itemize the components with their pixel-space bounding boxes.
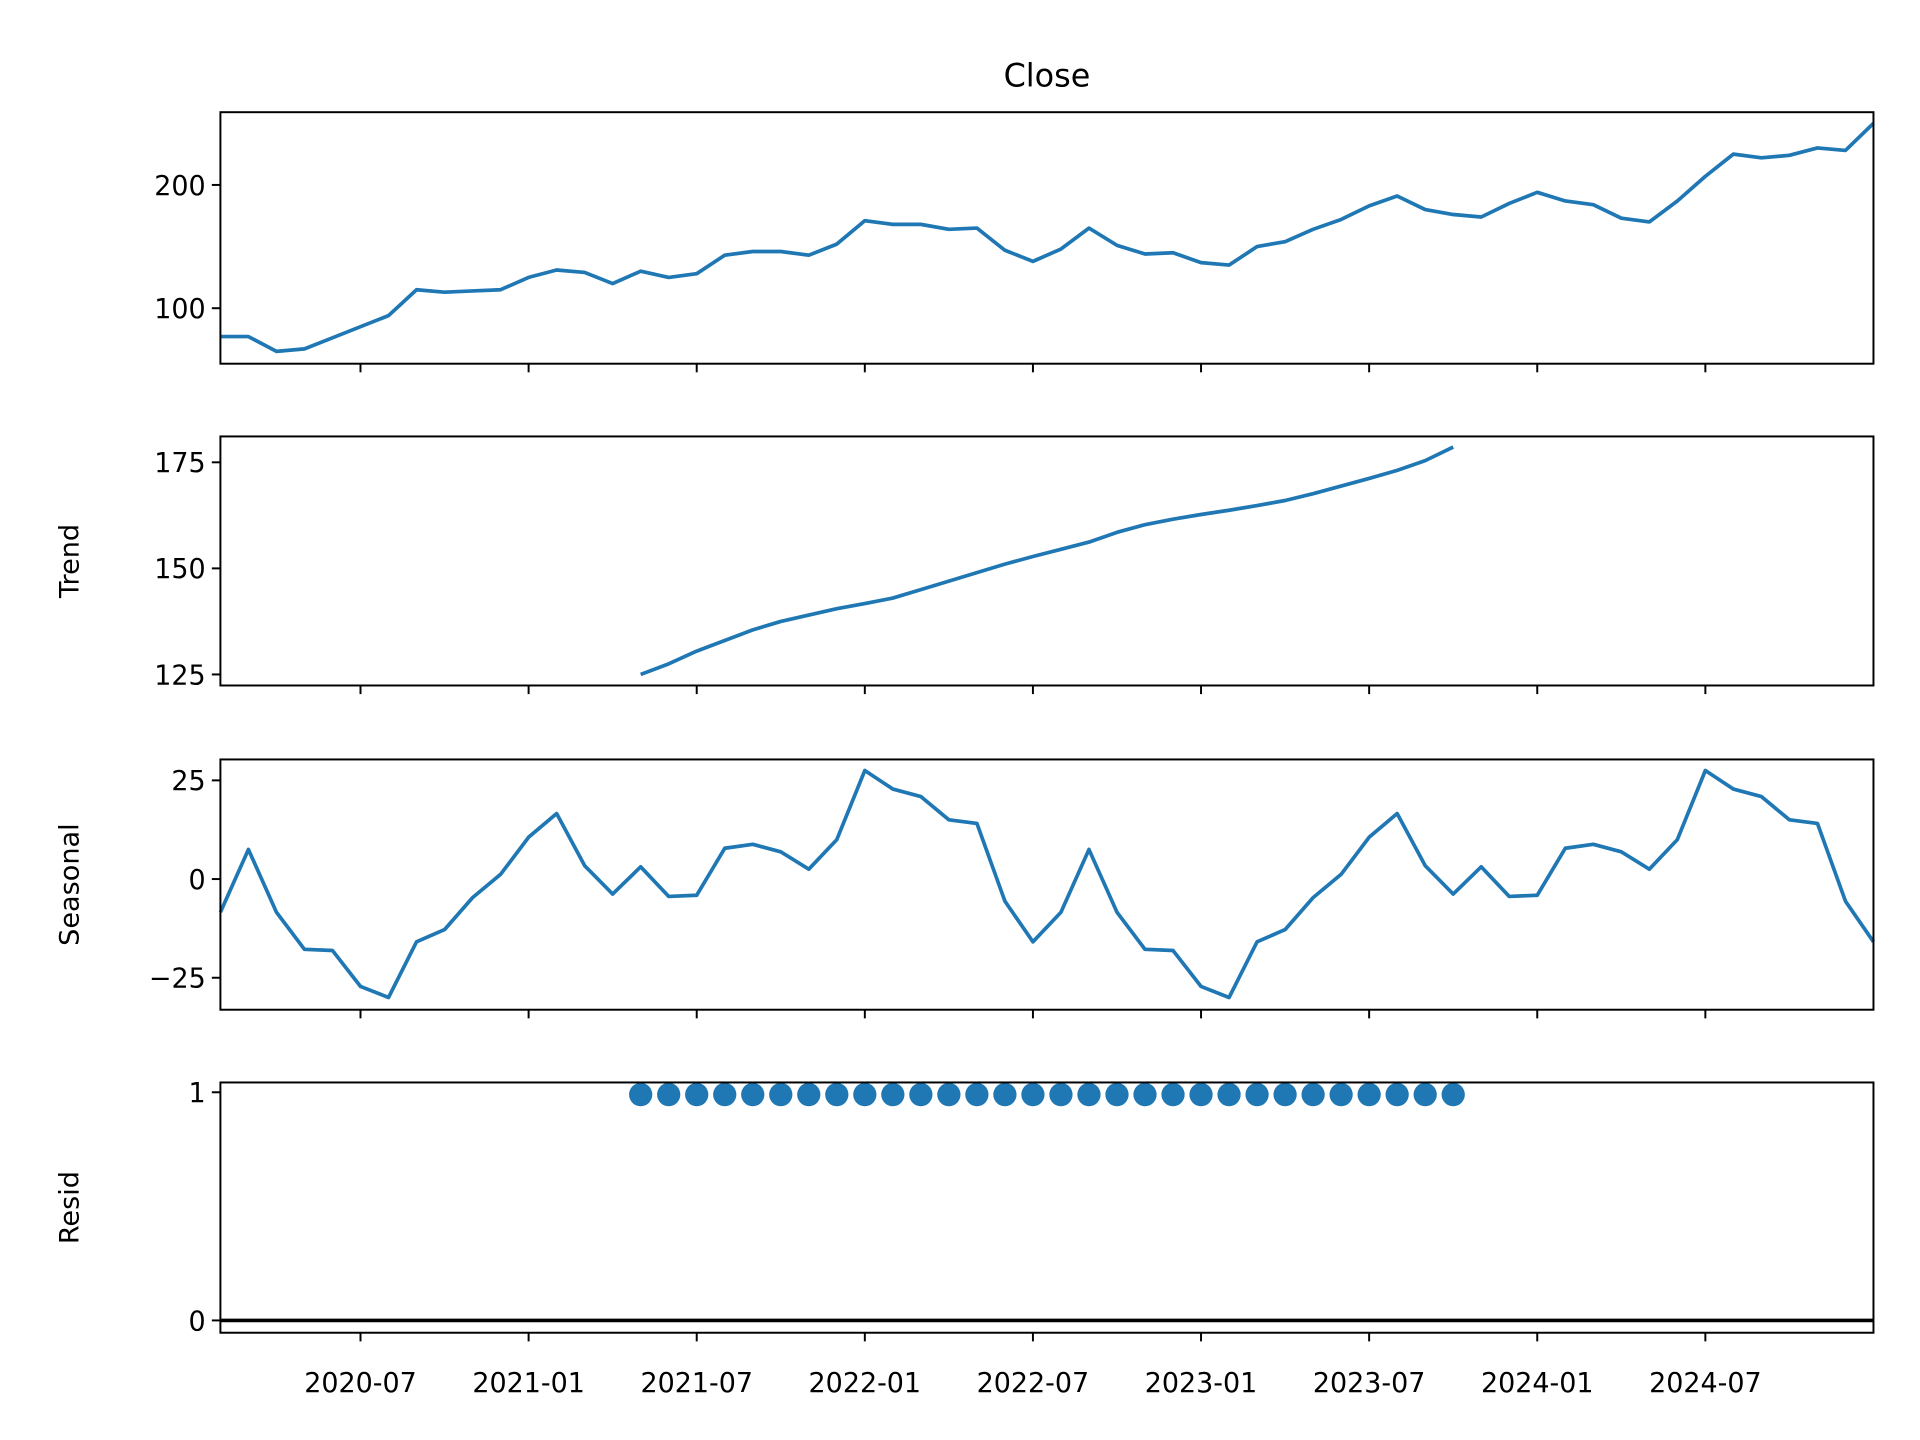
scatter-point [1441,1082,1465,1107]
scatter-point [881,1082,905,1107]
scatter-point [1133,1082,1157,1107]
scatter-point [965,1082,989,1107]
chart-title: Close [1004,56,1091,94]
scatter-point [1161,1082,1185,1107]
scatter-point [741,1082,765,1107]
scatter-point [1273,1082,1297,1107]
axes-frame [219,435,1875,687]
y-tick-label: 125 [154,660,205,691]
x-tick-label: 2022-01 [809,1368,922,1399]
y-tick-label: 0 [189,865,206,896]
scatter-point [853,1082,877,1107]
y-tick-label: 100 [154,294,205,325]
series-line [220,121,1875,354]
axes-frame [219,111,1875,365]
scatter-point [1301,1082,1325,1107]
x-tick-label: 2020-07 [304,1368,417,1399]
series-line [640,445,1454,677]
scatter-point [1245,1082,1269,1107]
scatter-point [825,1082,849,1107]
y-tick-label: −25 [149,964,206,995]
series-line [218,768,1875,1000]
scatter-point [1385,1082,1409,1107]
scatter-point [769,1082,793,1107]
axes-frame [219,1081,1875,1334]
x-tick-label: 2021-01 [472,1368,585,1399]
y-tick-label: 175 [154,448,205,479]
y-tick-label: 0 [189,1306,206,1337]
axes-frame [219,758,1875,1011]
scatter-point [629,1082,653,1107]
x-tick-label: 2024-01 [1481,1368,1594,1399]
scatter-point [1049,1082,1073,1107]
scatter-point [909,1082,933,1107]
scatter-point [713,1082,737,1107]
scatter-point [937,1082,961,1107]
y-axis-label: Trend [54,524,85,599]
scatter-point [1105,1082,1129,1107]
x-tick-label: 2023-01 [1145,1368,1258,1399]
scatter-point [1217,1082,1241,1107]
scatter-point [1189,1082,1213,1107]
y-tick-label: 25 [171,766,205,797]
scatter-point [657,1082,681,1107]
scatter-point [1077,1082,1101,1107]
y-tick-label: 150 [154,554,205,585]
scatter-point [797,1082,821,1107]
y-axis-label: Seasonal [54,823,85,946]
scatter-point [1357,1082,1381,1107]
x-tick-label: 2021-07 [640,1368,753,1399]
x-tick-label: 2024-07 [1649,1368,1762,1399]
scatter-point [1329,1082,1353,1107]
scatter-point [1413,1082,1437,1107]
scatter-point [1021,1082,1045,1107]
y-tick-label: 200 [154,171,205,202]
x-tick-label: 2023-07 [1313,1368,1426,1399]
x-tick-label: 2022-07 [977,1368,1090,1399]
scatter-point [685,1082,709,1107]
y-tick-label: 1 [189,1078,206,1109]
scatter-point [993,1082,1017,1107]
y-axis-label: Resid [54,1171,85,1244]
